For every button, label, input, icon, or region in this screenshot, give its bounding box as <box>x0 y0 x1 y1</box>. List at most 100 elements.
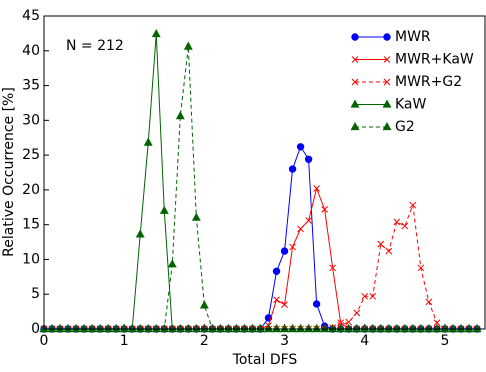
y-tick-label: 45 <box>22 8 40 24</box>
legend-entry: KaW <box>350 97 427 113</box>
marker <box>336 323 346 333</box>
y-axis-label: Relative Occurrence [%] <box>1 87 17 257</box>
marker <box>256 323 265 333</box>
x-axis-label: Total DFS <box>232 352 298 368</box>
marker <box>352 323 362 333</box>
marker <box>248 323 257 333</box>
legend-marker <box>383 78 391 86</box>
marker <box>369 292 377 300</box>
marker <box>392 323 402 333</box>
x-tick-label: 1 <box>120 333 129 349</box>
marker <box>119 323 129 333</box>
marker <box>159 323 169 333</box>
marker <box>280 323 289 333</box>
marker <box>240 323 249 333</box>
marker <box>151 323 161 333</box>
marker <box>472 323 482 333</box>
legend-label: MWR+G2 <box>395 74 462 90</box>
marker <box>281 301 288 309</box>
marker <box>464 323 474 333</box>
marker <box>273 296 280 304</box>
marker <box>191 323 201 333</box>
marker <box>432 323 442 333</box>
legend-marker <box>383 33 391 41</box>
marker <box>79 323 89 333</box>
marker <box>353 309 361 317</box>
marker <box>400 323 410 333</box>
y-tick-label: 15 <box>22 217 40 233</box>
legend-marker <box>382 99 392 108</box>
legend-marker <box>383 56 391 63</box>
y-tick-label: 5 <box>31 286 40 302</box>
marker <box>191 212 201 221</box>
marker <box>417 264 425 272</box>
marker <box>393 218 401 226</box>
marker <box>135 229 145 238</box>
marker <box>143 323 153 333</box>
marker <box>288 323 298 333</box>
marker <box>103 323 113 333</box>
legend-marker <box>351 33 359 41</box>
marker <box>344 323 354 333</box>
marker <box>183 41 193 50</box>
marker <box>288 165 297 173</box>
legend-entry: MWR+KaW <box>351 52 474 68</box>
marker <box>264 323 273 333</box>
marker <box>305 217 312 224</box>
marker <box>360 323 370 333</box>
legend-label: G2 <box>395 119 415 135</box>
x-tick-label: 0 <box>40 333 49 349</box>
marker <box>416 323 426 333</box>
legend-marker <box>350 121 360 131</box>
y-tick-label: 25 <box>22 147 40 163</box>
legend-entry: G2 <box>350 119 415 135</box>
marker <box>159 205 169 214</box>
marker <box>304 155 313 163</box>
marker <box>312 300 321 308</box>
marker <box>376 323 386 333</box>
x-tick-label: 5 <box>440 333 449 349</box>
series-line <box>44 205 477 330</box>
marker <box>377 240 385 248</box>
marker <box>55 323 65 333</box>
marker <box>167 323 177 333</box>
marker <box>408 323 418 333</box>
marker <box>280 247 289 255</box>
marker <box>321 206 328 213</box>
marker <box>167 259 177 268</box>
legend-marker <box>350 99 360 108</box>
marker <box>183 323 193 333</box>
x-tick-label: 3 <box>280 333 289 349</box>
marker <box>425 298 433 306</box>
marker <box>71 323 81 333</box>
x-tick-label: 4 <box>360 333 369 349</box>
marker <box>111 323 121 333</box>
marker <box>47 323 57 333</box>
marker <box>384 323 394 333</box>
marker <box>175 111 185 120</box>
annotation: N = 212 <box>66 38 124 54</box>
y-tick-label: 40 <box>22 43 40 59</box>
marker <box>312 323 322 333</box>
marker <box>433 319 441 327</box>
legend-label: MWR <box>395 29 431 45</box>
marker <box>337 319 345 327</box>
legend-label: MWR+KaW <box>395 52 474 68</box>
plot-frame <box>43 15 486 330</box>
y-tick-label: 10 <box>22 251 40 267</box>
marker <box>223 323 233 333</box>
y-tick-label: 35 <box>22 78 40 94</box>
y-tick-label: 20 <box>22 182 40 198</box>
legend-entry: MWR <box>351 29 431 45</box>
marker <box>297 225 304 233</box>
legend-marker <box>382 121 392 131</box>
marker <box>385 247 393 255</box>
marker <box>409 201 417 209</box>
marker <box>320 323 330 333</box>
marker <box>289 243 296 251</box>
marker <box>296 143 305 151</box>
marker <box>207 323 217 333</box>
x-tick-label: 2 <box>200 333 209 349</box>
